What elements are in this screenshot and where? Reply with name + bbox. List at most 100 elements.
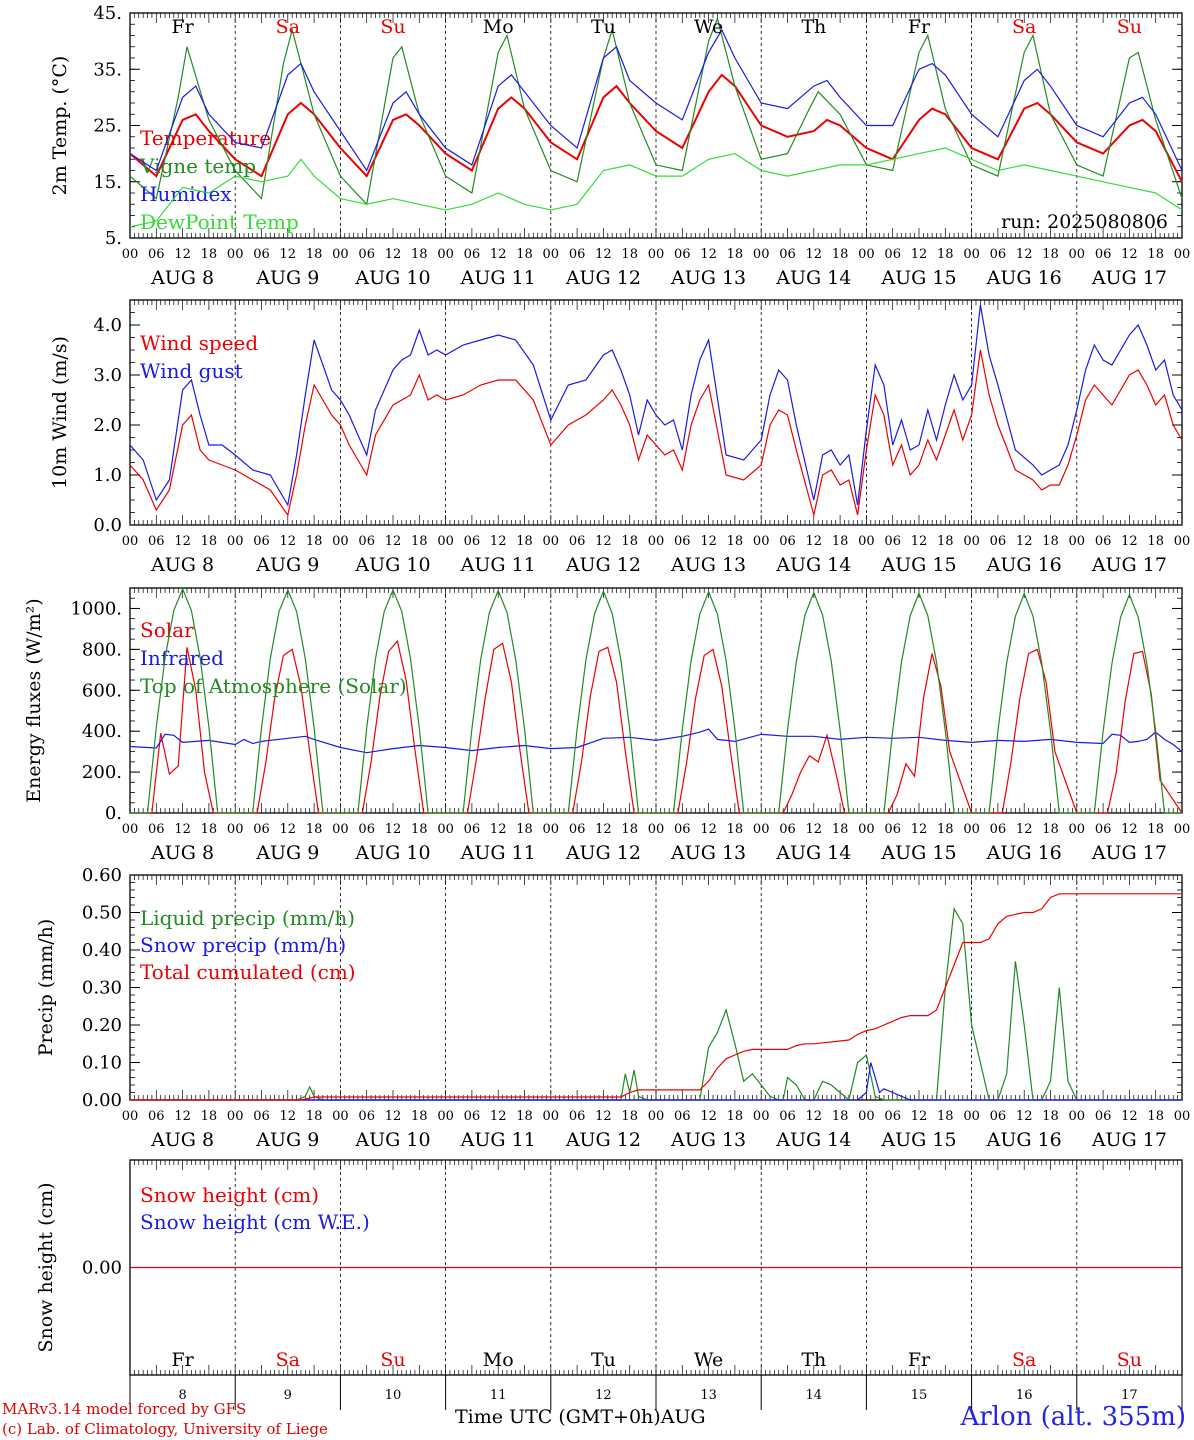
x-hour-label: 18 [1147, 534, 1164, 549]
panel-5: 0.00 Snow height (cm) Snow height (cm) Snow… [35, 1159, 1183, 1410]
y-tick-label: 200. [82, 762, 122, 783]
y-tick-label: 800. [82, 639, 122, 660]
x-hour-label: 18 [516, 822, 533, 837]
x-hour-label: 12 [700, 534, 717, 549]
x-hour-label: 12 [700, 247, 717, 262]
x-hour-label: 06 [674, 822, 691, 837]
x-hour-label: 00 [1069, 1109, 1086, 1124]
day-of-week-label: We [694, 16, 723, 38]
y-tick-label: 400. [82, 721, 122, 742]
legend-entry: Humidex [140, 182, 232, 206]
x-hour-label: 00 [437, 1109, 454, 1124]
x-hour-label: 06 [779, 1109, 796, 1124]
x-date-label: AUG 9 [255, 1129, 319, 1151]
legend-entry: Snow height (cm W.E.) [140, 1210, 370, 1234]
x-hour-label: 00 [543, 1109, 560, 1124]
x-hour-label: 12 [1016, 822, 1033, 837]
panel-frame [129, 299, 1183, 526]
x-hour-label: 00 [1069, 247, 1086, 262]
x-hour-label: 12 [174, 534, 191, 549]
x-hour-label: 00 [1069, 822, 1086, 837]
x-hour-label: 12 [280, 247, 297, 262]
x-hour-label: 06 [148, 1109, 165, 1124]
x-hour-label: 18 [727, 1109, 744, 1124]
x-hour-label: 18 [306, 247, 323, 262]
x-hour-label: 00 [227, 822, 244, 837]
day-number-label: 12 [595, 1388, 612, 1403]
x-hour-label: 12 [490, 534, 507, 549]
x-hour-label: 18 [201, 1109, 218, 1124]
series-line-vigne-temp [129, 16, 1183, 206]
x-hour-label: 18 [621, 822, 638, 837]
x-hour-label: 18 [1042, 822, 1059, 837]
panel-4: 0.60 0.50 0.40 0.30 0.20 0.10 0.00 Precip (mm/h… [35, 865, 1190, 1151]
series-line-wind-gust [129, 304, 1183, 507]
x-date-label: AUG 14 [775, 1129, 851, 1151]
x-hour-label: 12 [1121, 1109, 1138, 1124]
x-hour-label: 06 [148, 822, 165, 837]
x-hour-label: 00 [963, 1109, 980, 1124]
day-of-week-label: Fr [171, 1349, 194, 1371]
day-of-week-label: Su [1117, 1349, 1142, 1371]
series-line-humidex [129, 28, 1183, 172]
x-date-label: AUG 8 [150, 1129, 214, 1151]
y-tick-label: 5. [105, 228, 122, 249]
x-date-label: AUG 17 [1091, 267, 1167, 289]
x-hour-label: 00 [753, 247, 770, 262]
x-hour-label: 00 [753, 1109, 770, 1124]
panel-3: 1000. 800. 600. 400. 200. 0. Energy fluxes (W/… [23, 587, 1190, 864]
x-date-label: AUG 11 [460, 267, 536, 289]
x-hour-label: 06 [990, 1109, 1007, 1124]
x-hour-label: 00 [753, 822, 770, 837]
x-hour-label: 00 [437, 534, 454, 549]
day-of-week-label: Fr [908, 16, 931, 38]
day-of-week-label: Fr [171, 16, 194, 38]
x-hour-label: 18 [201, 247, 218, 262]
x-hour-label: 06 [990, 534, 1007, 549]
x-hour-label: 12 [174, 247, 191, 262]
x-hour-label: 18 [201, 534, 218, 549]
x-hour-label: 06 [569, 1109, 586, 1124]
x-hour-label: 06 [884, 822, 901, 837]
x-date-label: AUG 12 [565, 1129, 641, 1151]
x-date-label: AUG 13 [670, 267, 746, 289]
y-tick-label: 35. [93, 59, 122, 80]
x-hour-label: 18 [516, 1109, 533, 1124]
x-hour-label: 18 [832, 822, 849, 837]
legend-entry: Snow precip (mm/h) [140, 933, 346, 957]
x-date-label: AUG 13 [670, 554, 746, 576]
x-date-label: AUG 15 [880, 842, 956, 864]
series-line-top-of-atmosphere-solar- [130, 587, 1182, 814]
x-hour-label: 12 [1121, 247, 1138, 262]
day-of-week-label: Sa [1012, 1349, 1036, 1371]
day-number-label: 8 [178, 1388, 186, 1403]
day-of-week-label: Tu [591, 16, 616, 38]
x-hour-label: 00 [332, 247, 349, 262]
x-hour-label: 00 [332, 1109, 349, 1124]
x-hour-label: 18 [937, 822, 954, 837]
x-hour-label: 12 [1016, 247, 1033, 262]
x-hour-label: 12 [1121, 534, 1138, 549]
y-tick-label: 3.0 [93, 365, 122, 386]
x-date-label: AUG 11 [460, 842, 536, 864]
x-date-label: AUG 10 [354, 1129, 430, 1151]
x-hour-label: 18 [411, 822, 428, 837]
x-hour-label: 06 [884, 1109, 901, 1124]
day-number-label: 14 [806, 1388, 823, 1403]
y-tick-label: 600. [82, 680, 122, 701]
x-hour-label: 18 [621, 247, 638, 262]
x-hour-label: 12 [174, 1109, 191, 1124]
x-hour-label: 06 [464, 1109, 481, 1124]
x-hour-label: 06 [1095, 534, 1112, 549]
x-hour-label: 06 [148, 247, 165, 262]
x-hour-label: 12 [385, 1109, 402, 1124]
x-hour-label: 06 [990, 822, 1007, 837]
x-date-label: AUG 16 [986, 554, 1062, 576]
x-hour-label: 06 [358, 822, 375, 837]
x-hour-label: 06 [1095, 1109, 1112, 1124]
legend-entry: DewPoint Temp [140, 210, 299, 234]
x-date-label: AUG 11 [460, 1129, 536, 1151]
x-hour-label: 00 [648, 534, 665, 549]
x-hour-label: 00 [963, 247, 980, 262]
